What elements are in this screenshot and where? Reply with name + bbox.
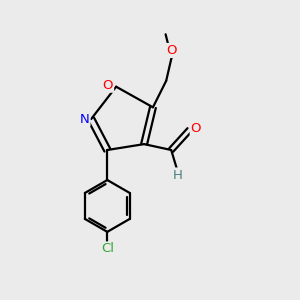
Text: O: O bbox=[191, 122, 201, 135]
Text: N: N bbox=[80, 112, 89, 126]
Text: O: O bbox=[103, 79, 113, 92]
Text: O: O bbox=[166, 44, 177, 57]
Text: H: H bbox=[173, 169, 183, 182]
Text: Cl: Cl bbox=[101, 242, 114, 255]
